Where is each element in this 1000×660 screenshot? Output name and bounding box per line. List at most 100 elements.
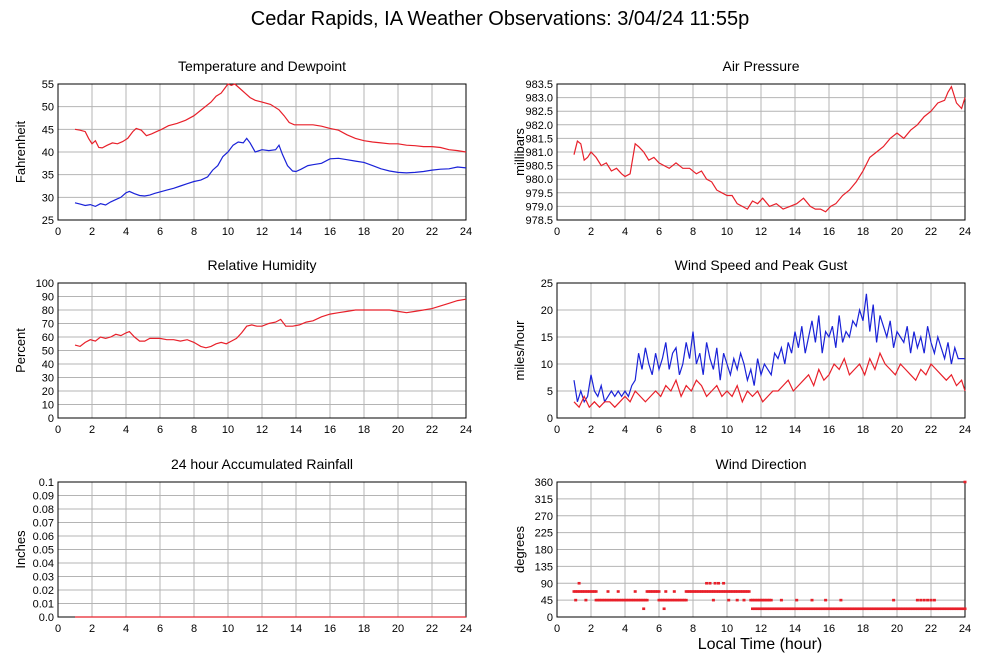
direction-point [822, 607, 826, 611]
x-axis-label: Local Time (hour) [697, 636, 823, 653]
direction-point [762, 607, 766, 611]
direction-point [649, 590, 652, 593]
direction-point [888, 607, 892, 611]
direction-point [802, 607, 805, 611]
direction-point [768, 598, 771, 602]
humidity-ytick-label: 60 [42, 332, 54, 344]
pressure-xtick-label: 20 [891, 226, 903, 238]
direction-point [618, 598, 622, 602]
direction-point [616, 598, 620, 602]
direction-point [875, 607, 879, 611]
direction-point [643, 598, 647, 602]
wind-xtick-label: 4 [622, 424, 628, 436]
direction-point [664, 590, 668, 593]
direction-point [854, 607, 858, 611]
direction-point [667, 598, 671, 602]
direction-point [582, 590, 586, 593]
direction-point [820, 607, 824, 611]
direction-point [650, 590, 654, 593]
direction-point [642, 607, 646, 611]
rain-xtick-label: 0 [55, 623, 61, 635]
pressure-ytick-label: 982.0 [525, 120, 553, 132]
direction-point [742, 590, 746, 593]
pressure-ytick-label: 979.0 [525, 201, 553, 213]
direction-point [951, 607, 955, 611]
wind-xtick-label: 8 [690, 424, 696, 436]
direction-point [655, 590, 659, 593]
wind-ytick-label: 5 [547, 386, 553, 398]
temp-y-axis-label: Fahrenheit [13, 121, 28, 184]
humidity-y-axis-label: Percent [13, 328, 28, 373]
direction-point [805, 607, 809, 611]
direction-point [638, 598, 642, 602]
direction-point [752, 598, 756, 602]
direction-xtick-label: 14 [789, 623, 801, 635]
direction-ytick-label: 270 [535, 511, 553, 523]
direction-point [834, 607, 838, 611]
direction-point [919, 598, 923, 602]
direction-point [932, 598, 936, 602]
direction-point [842, 607, 846, 611]
wind-ytick-label: 15 [541, 332, 553, 344]
pressure-ytick-label: 981.5 [525, 133, 553, 145]
direction-xtick-label: 0 [554, 623, 560, 635]
temp-xtick-label: 18 [358, 226, 370, 238]
direction-point [604, 598, 608, 602]
direction-point [798, 607, 802, 611]
rain-xtick-label: 24 [460, 623, 472, 635]
direction-point [844, 607, 848, 611]
temp-xtick-label: 6 [157, 226, 163, 238]
direction-point [796, 607, 800, 611]
direction-point [873, 607, 877, 611]
direction-point [642, 598, 646, 602]
direction-point [575, 590, 579, 593]
direction-point [832, 607, 836, 611]
direction-point [676, 598, 680, 602]
direction-point [706, 590, 710, 593]
humidity-xtick-label: 8 [191, 424, 197, 436]
rain-y-axis-label: Inches [13, 530, 28, 569]
direction-y-axis-label: degrees [512, 526, 527, 573]
direction-point [932, 607, 936, 611]
direction-ytick-label: 315 [535, 494, 553, 506]
direction-point [790, 607, 794, 611]
wind-y-axis-label: miles/hour [512, 320, 527, 381]
rain-ytick-label: 0.04 [33, 558, 54, 570]
direction-point [609, 598, 613, 602]
pressure-ytick-label: 981.0 [525, 147, 553, 159]
direction-point [623, 598, 627, 602]
direction-point [739, 590, 743, 593]
direction-point [893, 607, 897, 611]
humidity-xtick-label: 12 [256, 424, 268, 436]
temp-series-line-1 [74, 137, 467, 208]
rain-ytick-label: 0.03 [33, 572, 54, 584]
wind-series-line-1 [573, 351, 966, 409]
direction-point [771, 607, 775, 611]
direction-point [737, 590, 741, 593]
direction-point [904, 607, 907, 611]
direction-point [795, 607, 799, 611]
rain-xtick-label: 6 [157, 623, 163, 635]
pressure-xtick-label: 2 [588, 226, 594, 238]
direction-point [768, 607, 771, 611]
direction-point [708, 590, 712, 593]
rain-ytick-label: 0.02 [33, 585, 54, 597]
direction-ytick-label: 225 [535, 528, 553, 540]
direction-point [793, 607, 797, 611]
direction-point [659, 598, 663, 602]
direction-point [849, 607, 853, 611]
direction-point [890, 607, 894, 611]
direction-point [960, 607, 964, 611]
direction-point [926, 598, 930, 602]
pressure-xtick-label: 18 [857, 226, 869, 238]
direction-plot-border [556, 481, 966, 618]
wind-xtick-label: 10 [721, 424, 733, 436]
direction-point [689, 590, 693, 593]
direction-point [672, 590, 676, 593]
wind-xtick-label: 22 [925, 424, 937, 436]
direction-point [572, 590, 576, 593]
rain-ytick-label: 0.07 [33, 518, 54, 530]
pressure-xtick-label: 10 [721, 226, 733, 238]
direction-point [817, 607, 821, 611]
direction-point [711, 590, 715, 593]
